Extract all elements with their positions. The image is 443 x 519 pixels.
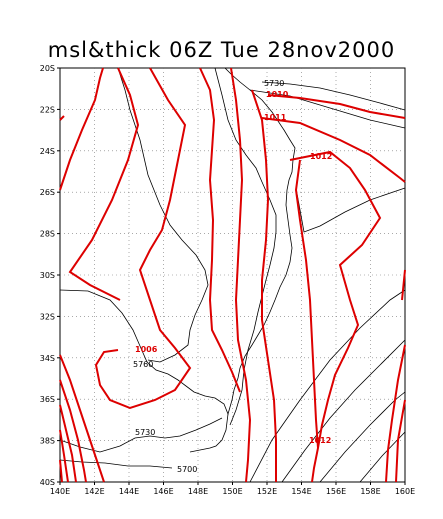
y-tick-label: 20S	[40, 64, 55, 73]
y-tick-label: 34S	[40, 354, 55, 363]
contour-label-1012: 1012	[310, 152, 332, 161]
pressure-contour	[395, 399, 406, 483]
x-tick-label: 142E	[84, 487, 104, 496]
x-tick-label: 146E	[153, 487, 173, 496]
pressure-contour	[199, 67, 241, 393]
pressure-contour	[59, 429, 69, 483]
pressure-contour	[385, 344, 406, 483]
thickness-contour	[249, 289, 406, 483]
y-tick-label: 28S	[40, 230, 55, 239]
thickness-contour	[319, 391, 406, 483]
pressure-contour	[261, 117, 406, 183]
contour-label-5760: 5760	[133, 360, 153, 369]
contour-label-1006: 1006	[135, 345, 158, 354]
x-tick-label: 150E	[222, 487, 242, 496]
y-tick-label: 38S	[40, 437, 55, 446]
pressure-contours	[59, 67, 406, 483]
contour-label-1011: 1011	[264, 113, 287, 122]
axis-ticks: 140E 142E 144E 146E 148E 150E 152E 154E 156E 158E…	[40, 64, 415, 496]
coastline	[59, 67, 296, 453]
pressure-contour	[59, 354, 105, 483]
thickness-contour	[59, 459, 173, 469]
x-tick-label: 152E	[257, 487, 277, 496]
x-tick-label: 160E	[395, 487, 415, 496]
pressure-contour	[230, 67, 252, 483]
thickness-contour	[281, 339, 406, 483]
y-tick-label: 22S	[40, 105, 55, 114]
thickness-contour	[261, 81, 406, 111]
y-tick-label: 32S	[40, 312, 55, 321]
y-tick-label: 40S	[40, 478, 55, 487]
contour-label-1010: 1010	[266, 90, 289, 99]
y-tick-label: 24S	[40, 147, 55, 156]
pressure-contour	[59, 459, 63, 483]
pressure-contour	[267, 94, 406, 119]
pressure-contour	[59, 67, 104, 191]
x-tick-label: 154E	[291, 487, 311, 496]
y-tick-label: 36S	[40, 395, 55, 404]
coastline-path	[59, 67, 296, 416]
x-tick-label: 140E	[50, 487, 70, 496]
x-tick-label: 156E	[326, 487, 346, 496]
x-tick-label: 158E	[360, 487, 380, 496]
x-tick-label: 148E	[188, 487, 208, 496]
thickness-contour	[295, 187, 406, 233]
thickness-contour	[117, 67, 209, 363]
map-title: msl&thick 06Z Tue 28nov2000	[47, 38, 396, 62]
contour-labels: 5730 1010 1011 1012 1006 5760 5730 1012 …	[133, 79, 332, 474]
pressure-contour	[59, 404, 77, 483]
thickness-contour	[249, 89, 406, 129]
contour-label-5730-south: 5730	[135, 428, 155, 437]
pressure-contour	[94, 67, 192, 410]
pressure-contour	[294, 159, 319, 449]
contour-label-5700: 5700	[177, 465, 197, 474]
pressure-contour	[251, 89, 277, 482]
pressure-contour	[401, 269, 406, 301]
grid-lines	[60, 68, 405, 482]
contour-label-1012-south: 1012	[309, 436, 331, 445]
pressure-contour	[289, 150, 382, 483]
pressure-contour	[59, 115, 65, 121]
coastline-south-path	[189, 413, 229, 453]
contour-label-5730: 5730	[264, 79, 284, 88]
x-tick-label: 144E	[119, 487, 139, 496]
pressure-contour	[68, 67, 140, 301]
pressure-contour	[59, 379, 87, 483]
y-tick-label: 26S	[40, 188, 55, 197]
y-tick-label: 30S	[40, 271, 55, 280]
